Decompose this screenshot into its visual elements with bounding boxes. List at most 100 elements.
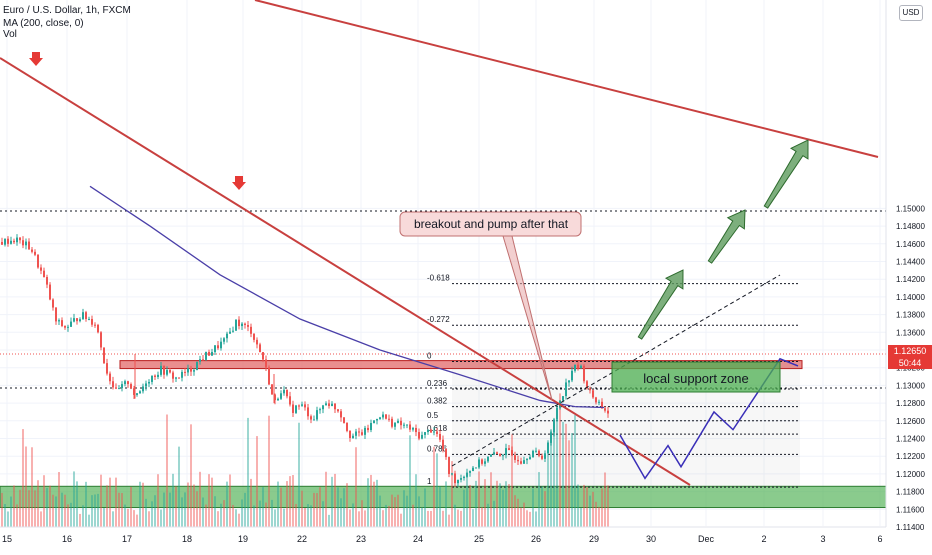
candle-body xyxy=(289,396,291,405)
volume-bar xyxy=(208,474,210,527)
candle-body xyxy=(58,320,60,322)
candle-body xyxy=(307,407,309,417)
candle-body xyxy=(412,427,414,430)
volume-bar xyxy=(31,447,33,527)
price-tick-label: 1.12600 xyxy=(896,417,925,426)
time-tick-label: 16 xyxy=(62,534,72,544)
candle-body xyxy=(394,422,396,427)
candle-body xyxy=(523,460,525,464)
candle-body xyxy=(328,403,330,407)
volume-bar xyxy=(43,475,45,527)
candle-body xyxy=(553,419,555,433)
volume-bar xyxy=(145,498,147,527)
time-tick-label: 29 xyxy=(589,534,599,544)
candle-body xyxy=(493,452,495,455)
volume-bar xyxy=(403,490,405,527)
candle-body xyxy=(292,404,294,413)
candle-body xyxy=(487,456,489,462)
price-tick-label: 1.12000 xyxy=(896,470,925,479)
volume-bar xyxy=(295,504,297,527)
candle-body xyxy=(118,388,120,390)
volume-indicator-label[interactable]: Vol xyxy=(3,29,17,40)
down-arrow-icon xyxy=(29,52,43,66)
resistance-zone xyxy=(119,360,803,370)
volume-bar xyxy=(406,495,408,527)
candle-body xyxy=(556,407,558,420)
time-tick-label: 26 xyxy=(531,534,541,544)
candle-body xyxy=(10,240,12,244)
volume-bar xyxy=(148,511,150,527)
candle-body xyxy=(358,431,360,433)
candle-body xyxy=(577,364,579,369)
volume-bar xyxy=(64,494,66,527)
volume-bar xyxy=(415,474,417,527)
candle-body xyxy=(295,405,297,413)
price-tick-label: 1.14000 xyxy=(896,293,925,302)
volume-bar xyxy=(361,500,363,527)
fib-level-label: 0.236 xyxy=(427,379,448,388)
volume-bar xyxy=(442,510,444,527)
ma-indicator-label[interactable]: MA (200, close, 0) xyxy=(3,18,84,29)
volume-bar xyxy=(274,509,276,527)
current-price-tag: 1.12650 50:44 xyxy=(888,345,932,369)
time-axis[interactable]: 15 16 17 18 19 22 23 24 25 26 29 30 Dec 2 3 6 xyxy=(0,526,886,544)
price-axis[interactable]: 1.11400 1.11600 1.11800 1.12000 1.12200 1.124… xyxy=(885,0,932,550)
candle-body xyxy=(49,284,51,300)
volume-bar xyxy=(241,499,243,527)
candle-body xyxy=(283,389,285,394)
candle-body xyxy=(424,432,426,435)
candle-body xyxy=(565,382,567,397)
candle-body xyxy=(403,424,405,426)
candle-body xyxy=(220,341,222,349)
volume-bar xyxy=(127,508,129,527)
volume-bar xyxy=(424,488,426,527)
volume-bar xyxy=(7,511,9,527)
candle-body xyxy=(247,325,249,327)
candle-body xyxy=(340,411,342,418)
volume-bar xyxy=(238,513,240,527)
volume-bar xyxy=(481,507,483,527)
volume-bar xyxy=(565,423,567,527)
price-tick-label: 1.11800 xyxy=(896,488,925,497)
volume-bar xyxy=(136,514,138,527)
candle-body xyxy=(463,476,465,479)
volume-bar xyxy=(100,474,102,527)
volume-bar xyxy=(133,510,135,527)
candle-body xyxy=(253,333,255,340)
volume-bar xyxy=(301,490,303,527)
candle-body xyxy=(76,318,78,322)
volume-bar xyxy=(232,504,234,527)
volume-bar xyxy=(355,447,357,527)
candle-body xyxy=(265,359,267,368)
candle-body xyxy=(397,420,399,423)
candle-body xyxy=(73,318,75,322)
candle-body xyxy=(361,432,363,435)
volume-bar xyxy=(115,477,117,527)
volume-bar xyxy=(382,510,384,527)
volume-bar xyxy=(13,485,15,527)
volume-bar xyxy=(82,505,84,527)
volume-bar xyxy=(130,486,132,527)
candle-body xyxy=(364,427,366,435)
candle-body xyxy=(166,370,168,375)
time-tick-label: Dec xyxy=(698,534,715,544)
candle-body xyxy=(418,432,420,439)
currency-badge[interactable]: USD xyxy=(899,5,923,21)
candle-body xyxy=(382,414,384,418)
volume-bar xyxy=(268,415,270,527)
candle-body xyxy=(325,403,327,406)
zones xyxy=(0,210,887,509)
volume-bar xyxy=(184,492,186,527)
volume-bar xyxy=(46,487,48,527)
candle-body xyxy=(298,405,300,407)
candle-body xyxy=(583,365,585,382)
volume-bar xyxy=(154,495,156,527)
candle-body xyxy=(580,365,582,369)
candle-body xyxy=(352,435,354,439)
moving-average xyxy=(89,185,605,409)
candle-body xyxy=(127,381,129,385)
volume-bar xyxy=(37,480,39,527)
candle-body xyxy=(538,450,540,456)
